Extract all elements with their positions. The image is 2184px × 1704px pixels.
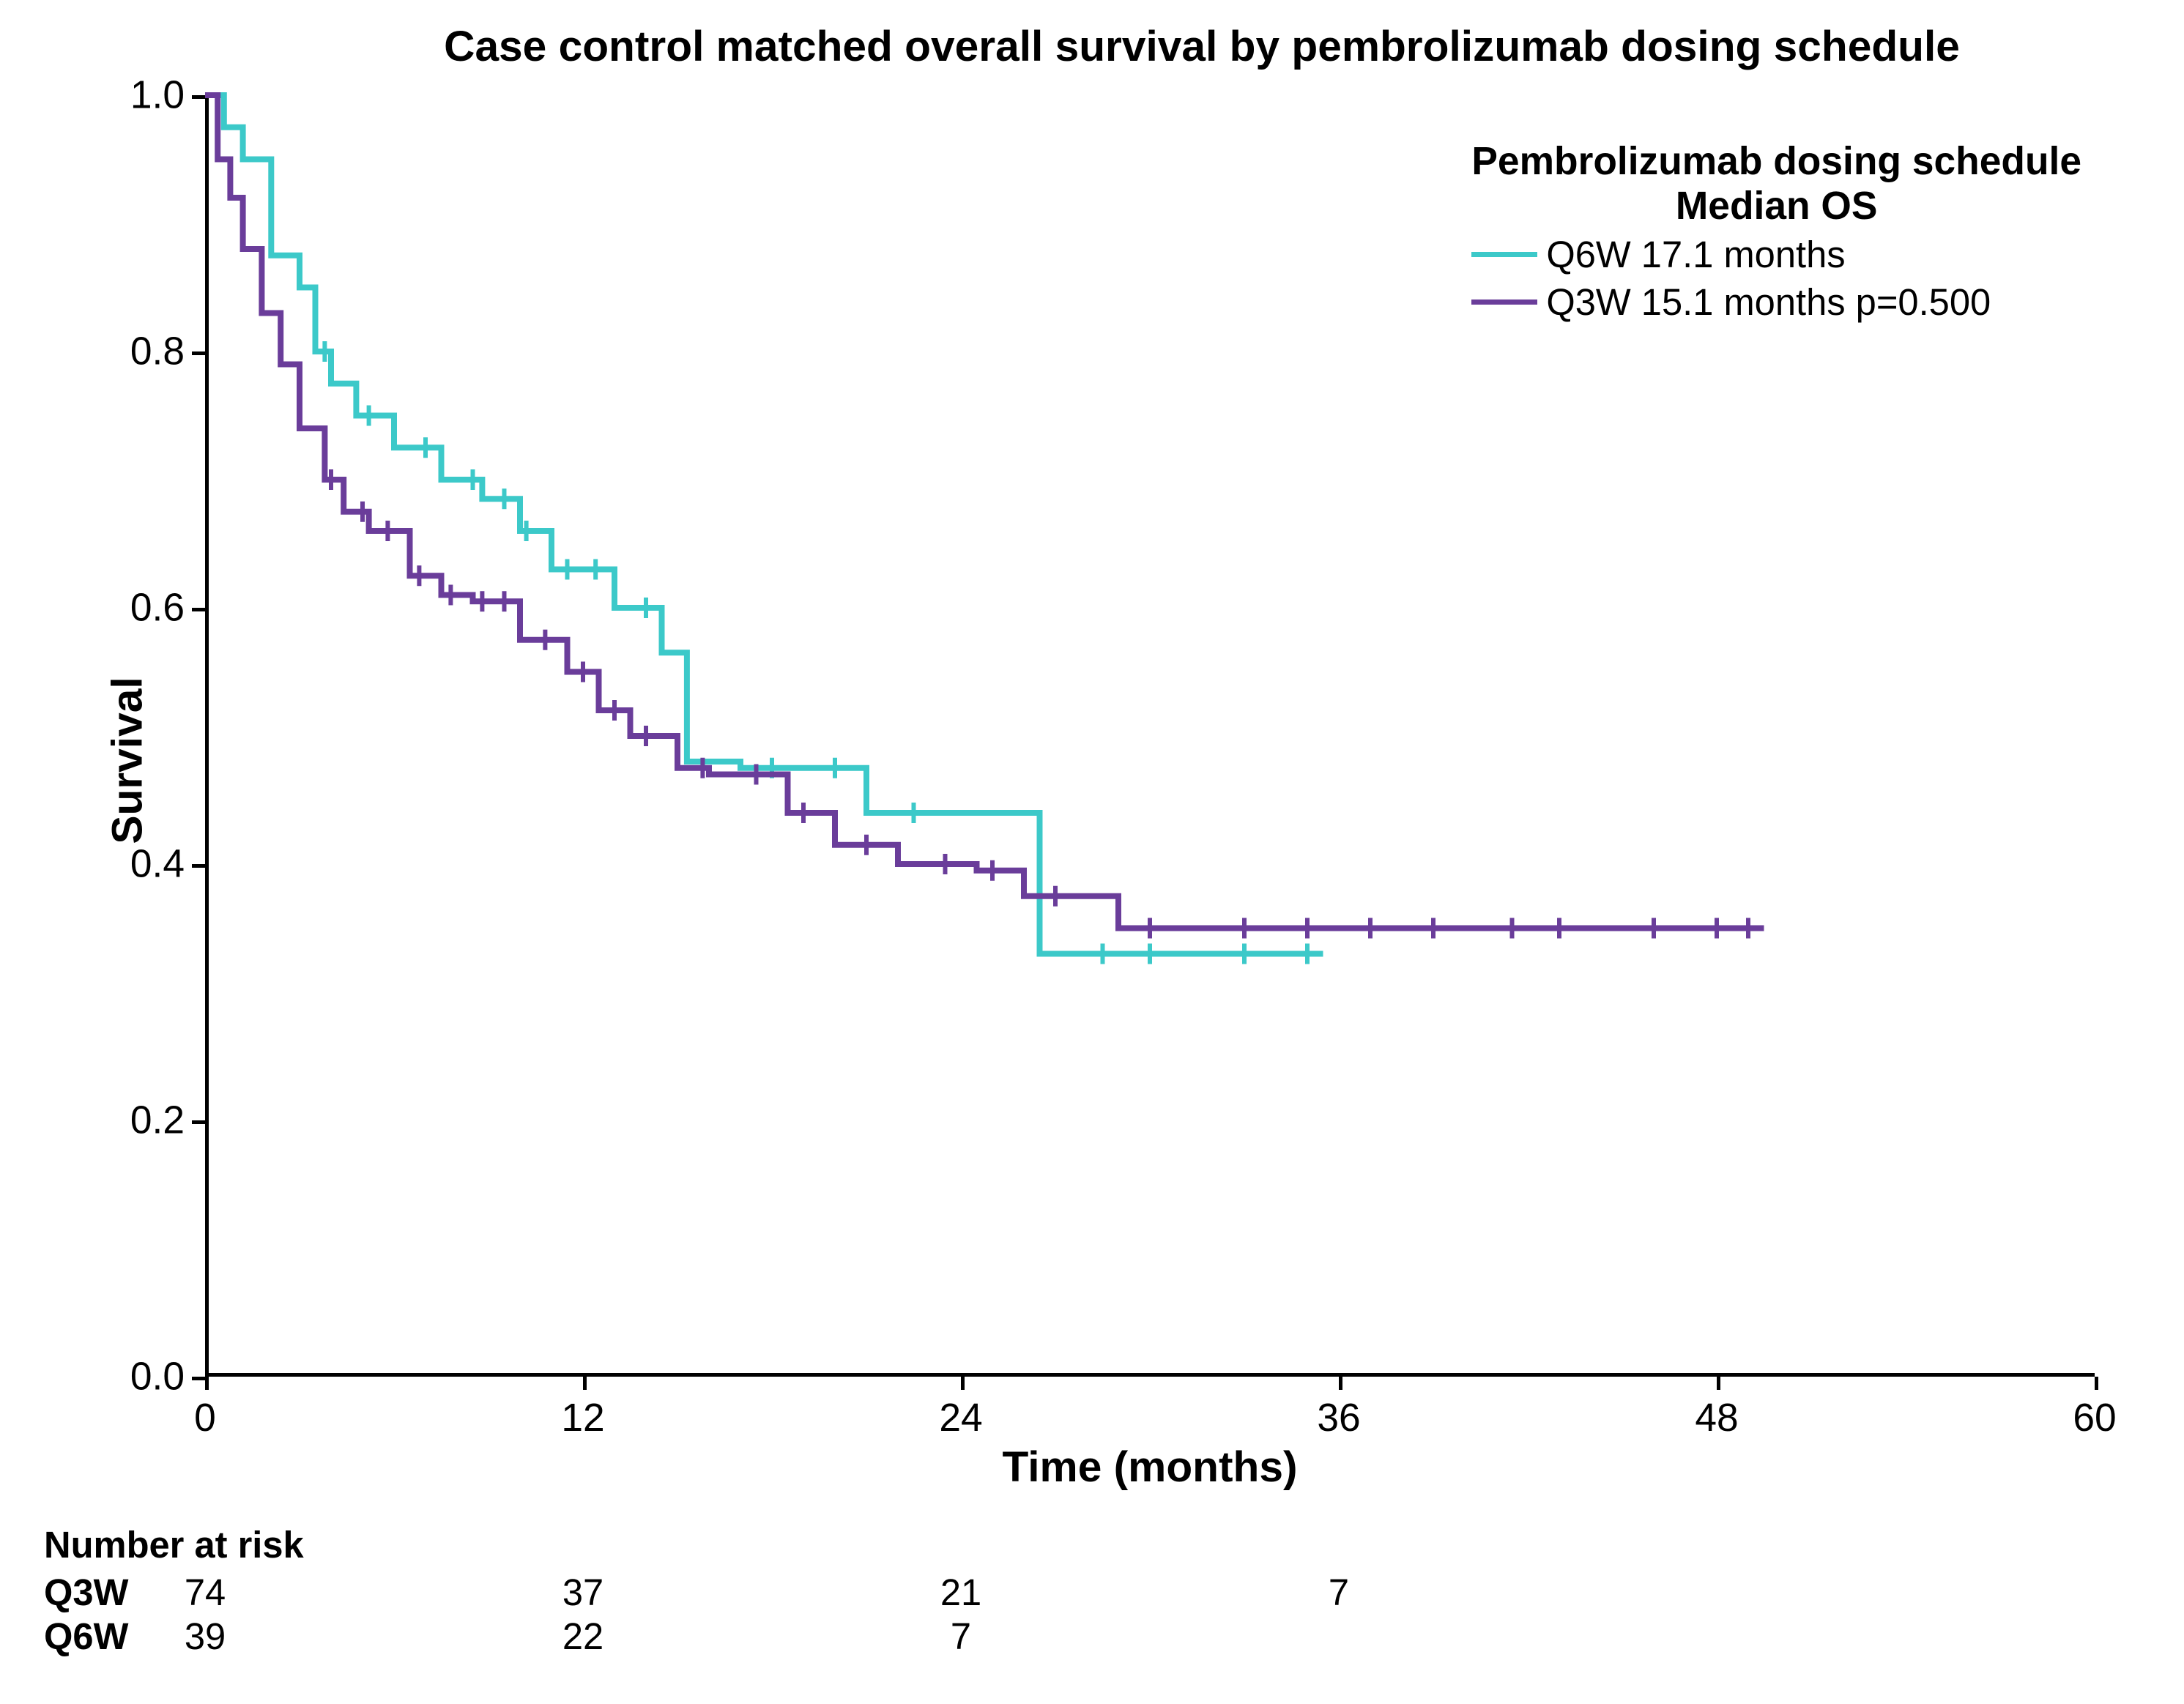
risk-table-title: Number at risk bbox=[44, 1523, 304, 1566]
risk-cell: 7 bbox=[1329, 1571, 1349, 1614]
risk-cell: 22 bbox=[562, 1615, 603, 1658]
x-axis-title: Time (months) bbox=[1002, 1443, 1297, 1492]
y-axis-title: Survival bbox=[103, 677, 152, 844]
y-tick-label: 0.6 bbox=[111, 586, 185, 630]
y-tick bbox=[192, 95, 205, 99]
x-tick bbox=[961, 1377, 965, 1390]
risk-cell: 39 bbox=[185, 1615, 226, 1658]
risk-cell: 37 bbox=[562, 1571, 603, 1614]
risk-row-label: Q6W bbox=[44, 1615, 128, 1658]
x-tick-label: 0 bbox=[194, 1396, 216, 1440]
y-tick bbox=[192, 864, 205, 868]
legend-title: Pembrolizumab dosing schedule Median OS bbox=[1471, 139, 2081, 228]
y-tick bbox=[192, 608, 205, 611]
legend-label: Q3W 15.1 months p=0.500 bbox=[1546, 280, 1991, 324]
risk-cell: 7 bbox=[951, 1615, 971, 1658]
legend-item-q3w: Q3W 15.1 months p=0.500 bbox=[1471, 280, 2081, 324]
x-tick bbox=[1339, 1377, 1342, 1390]
risk-row-label: Q3W bbox=[44, 1571, 128, 1614]
y-tick bbox=[192, 1120, 205, 1124]
legend-label: Q6W 17.1 months bbox=[1546, 233, 1845, 276]
y-tick bbox=[192, 351, 205, 355]
risk-cell: 74 bbox=[185, 1571, 226, 1614]
y-tick-label: 0.8 bbox=[111, 330, 185, 374]
km-curve-q6w bbox=[205, 95, 1323, 954]
x-tick bbox=[205, 1377, 209, 1390]
y-tick-label: 0.2 bbox=[111, 1098, 185, 1143]
legend-swatch bbox=[1471, 299, 1537, 305]
risk-cell: 21 bbox=[940, 1571, 981, 1614]
y-tick-label: 1.0 bbox=[111, 73, 185, 118]
legend-swatch bbox=[1471, 252, 1537, 257]
x-tick bbox=[1717, 1377, 1720, 1390]
figure: Case control matched overall survival by… bbox=[15, 15, 2184, 1689]
x-tick bbox=[2095, 1377, 2098, 1390]
chart-title: Case control matched overall survival by… bbox=[15, 22, 2184, 71]
x-tick-label: 12 bbox=[561, 1396, 604, 1440]
x-tick-label: 48 bbox=[1695, 1396, 1738, 1440]
y-tick-label: 0.0 bbox=[111, 1355, 185, 1399]
legend-item-q6w: Q6W 17.1 months bbox=[1471, 233, 2081, 276]
y-tick bbox=[192, 1377, 205, 1380]
x-tick-label: 60 bbox=[2073, 1396, 2116, 1440]
x-tick-label: 24 bbox=[939, 1396, 982, 1440]
legend: Pembrolizumab dosing schedule Median OS Q… bbox=[1471, 139, 2081, 324]
x-tick-label: 36 bbox=[1317, 1396, 1360, 1440]
y-tick-label: 0.4 bbox=[111, 842, 185, 887]
x-tick bbox=[583, 1377, 587, 1390]
